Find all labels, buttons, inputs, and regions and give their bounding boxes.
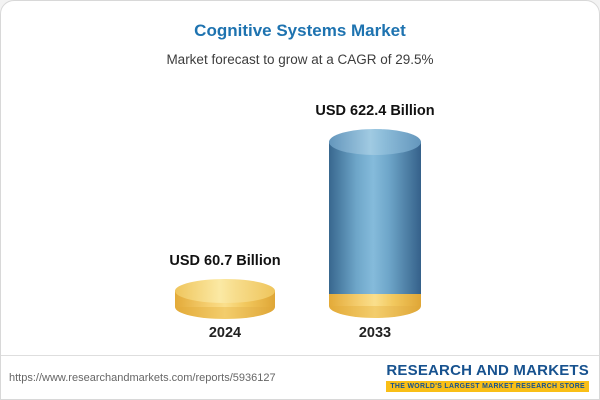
value-label-2024: USD 60.7 Billion — [169, 253, 281, 269]
chart-subtitle: Market forecast to grow at a CAGR of 29.… — [166, 52, 434, 67]
logo-text: RESEARCH AND MARKETS — [386, 361, 589, 379]
logo-tagline: THE WORLD'S LARGEST MARKET RESEARCH STOR… — [386, 381, 589, 393]
bar-2033-top-face — [329, 129, 421, 155]
bar-2033-base-band — [329, 294, 421, 306]
axis-label-2033: 2033 — [358, 325, 392, 341]
chart-header: Cognitive Systems Market Market forecast… — [1, 1, 599, 89]
axis-label-2024: 2024 — [208, 325, 242, 341]
research-and-markets-logo: RESEARCH AND MARKETS THE WORLD'S LARGEST… — [386, 361, 589, 393]
bar-2024-top-face — [175, 279, 275, 303]
value-label-2033: USD 622.4 Billion — [315, 103, 435, 119]
bar-2024 — [175, 279, 275, 319]
footer: https://www.researchandmarkets.com/repor… — [1, 355, 599, 399]
bar-group-2033: USD 622.4 Billion 2033 — [305, 103, 445, 341]
bar-2033 — [329, 129, 421, 318]
bar-2033-body — [329, 142, 421, 306]
chart-title: Cognitive Systems Market — [194, 21, 406, 40]
source-url: https://www.researchandmarkets.com/repor… — [9, 371, 276, 384]
bar-group-2024: USD 60.7 Billion 2024 — [155, 253, 295, 341]
cylinder-bar-chart: USD 60.7 Billion 2024 USD 622.4 Billion … — [1, 89, 599, 355]
